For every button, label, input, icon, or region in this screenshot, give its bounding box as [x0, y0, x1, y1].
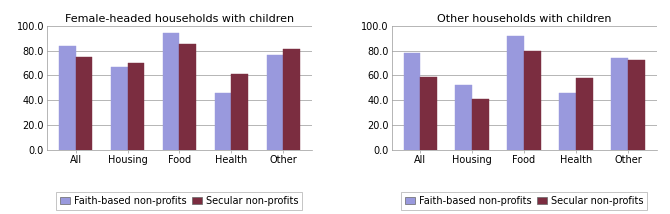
Legend: Faith-based non-profits, Secular non-profits: Faith-based non-profits, Secular non-pro…	[401, 192, 647, 210]
Legend: Faith-based non-profits, Secular non-profits: Faith-based non-profits, Secular non-pro…	[56, 192, 302, 210]
Bar	[403, 53, 420, 150]
Bar	[231, 74, 248, 150]
Bar	[456, 85, 472, 150]
Bar	[267, 55, 283, 150]
Bar	[283, 49, 300, 150]
Bar	[559, 93, 576, 150]
Bar	[420, 77, 437, 150]
Bar	[628, 60, 645, 150]
Bar	[215, 93, 231, 150]
Bar	[163, 33, 180, 150]
Bar	[76, 57, 92, 150]
Bar	[524, 51, 541, 150]
Bar	[127, 63, 144, 150]
Bar	[507, 36, 524, 150]
Bar	[180, 44, 196, 150]
Bar	[472, 99, 488, 150]
Title: Female-headed households with children: Female-headed households with children	[65, 13, 294, 24]
Bar	[111, 67, 127, 150]
Bar	[611, 58, 628, 150]
Title: Other households with children: Other households with children	[437, 13, 611, 24]
Bar	[576, 78, 592, 150]
Bar	[59, 46, 76, 150]
